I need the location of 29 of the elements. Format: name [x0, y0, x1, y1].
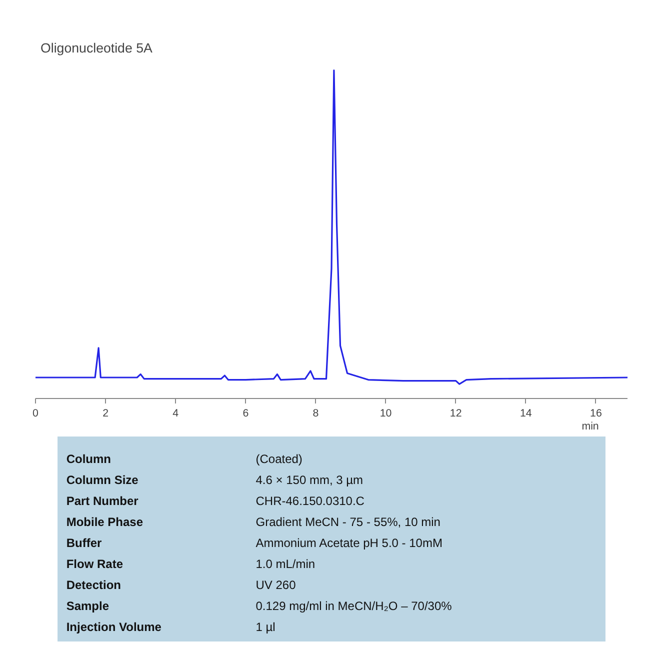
text: Part Number	[66, 494, 139, 508]
text: Buffer	[66, 536, 102, 550]
text: 1.0 mL/min	[256, 557, 316, 571]
text: UV 260	[256, 578, 296, 592]
text: Column	[66, 452, 112, 466]
x-tick-label: 12	[450, 408, 462, 420]
x-tick-label: 8	[312, 408, 319, 420]
text: (Coated)	[256, 452, 302, 466]
x-tick-label: 10	[380, 408, 392, 420]
text: Detection	[66, 578, 122, 592]
text: Gradient MeCN - 75 - 55%, 10 min	[256, 515, 440, 529]
x-tick-label: 2	[102, 408, 109, 420]
text: 4.6 × 150 mm, 3 µm	[256, 473, 364, 487]
text: Sample	[66, 599, 110, 613]
text: Flow Rate	[66, 557, 124, 571]
x-tick-label: 16	[590, 408, 602, 420]
text: Column Size	[66, 473, 139, 487]
x-tick-label: 6	[242, 408, 249, 420]
text: 0.129 mg/ml in MeCN/H₂O – 70/30%	[256, 599, 452, 613]
x-axis-title: min	[582, 420, 599, 432]
x-tick-label: 0	[32, 408, 39, 420]
chart-title: Oligonucleotide 5A	[40, 40, 152, 56]
text: Mobile Phase	[66, 515, 144, 529]
text: CHR-46.150.0310.C	[256, 494, 365, 508]
text: Ammonium Acetate pH 5.0 - 10mM	[256, 536, 442, 550]
x-tick-label: 14	[520, 408, 532, 420]
text: 1 µl	[256, 620, 276, 634]
x-tick-label: 4	[172, 408, 179, 420]
text: Injection Volume	[66, 620, 162, 634]
